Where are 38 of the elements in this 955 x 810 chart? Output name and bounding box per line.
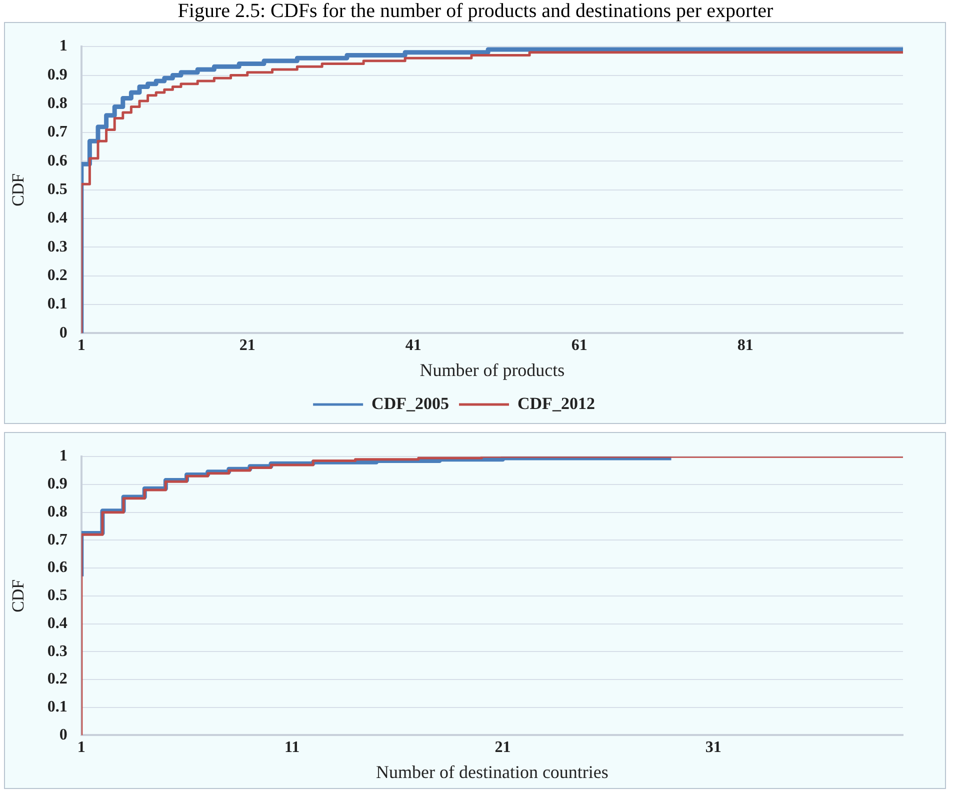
x-tick-label: 81 bbox=[737, 336, 754, 354]
x-tick-label: 41 bbox=[405, 336, 422, 354]
x-tick-label: 61 bbox=[571, 336, 588, 354]
y-tick-label: 0.7 bbox=[47, 531, 68, 548]
y-tick-label: 0.9 bbox=[47, 66, 68, 84]
y-tick-label: 0.2 bbox=[47, 267, 68, 284]
x-tick-label: 11 bbox=[284, 738, 300, 756]
y-tick-label: 0.3 bbox=[47, 642, 68, 660]
y-tick-label: 0.5 bbox=[47, 587, 68, 604]
y-tick-label: 0 bbox=[59, 324, 68, 342]
y-tick-label: 0.4 bbox=[47, 210, 68, 227]
y-tick-label: 0.4 bbox=[47, 614, 68, 632]
legend-label: CDF_2005 bbox=[372, 394, 450, 413]
x-tick-label: 21 bbox=[239, 336, 256, 354]
x-axis-title: Number of destination countries bbox=[376, 762, 608, 782]
y-tick-label: 0.1 bbox=[47, 698, 68, 716]
legend-label: CDF_2012 bbox=[518, 394, 595, 413]
x-tick-label: 21 bbox=[494, 738, 511, 756]
y-tick-label: 0.3 bbox=[47, 238, 68, 256]
y-axis-title: CDF bbox=[8, 173, 28, 206]
chart-title: Figure 2.5: CDFs for the number of products and destinations per exporter bbox=[176, 0, 774, 22]
x-tick-label: 1 bbox=[77, 336, 86, 354]
y-tick-label: 0.6 bbox=[47, 559, 68, 576]
y-tick-label: 0.6 bbox=[47, 152, 68, 170]
y-tick-label: 0.5 bbox=[47, 181, 68, 198]
y-tick-label: 0.8 bbox=[47, 95, 68, 112]
y-tick-label: 0.2 bbox=[47, 670, 68, 688]
y-tick-label: 0.9 bbox=[47, 476, 68, 493]
y-tick-label: 0.1 bbox=[47, 296, 68, 313]
y-tick-label: 0.7 bbox=[47, 124, 68, 141]
y-tick-label: 0 bbox=[59, 726, 68, 744]
x-tick-label: 31 bbox=[705, 738, 722, 756]
x-axis-title: Number of products bbox=[420, 360, 565, 380]
y-axis-title: CDF bbox=[8, 579, 28, 612]
y-tick-label: 1 bbox=[59, 448, 68, 465]
x-tick-label: 1 bbox=[77, 738, 86, 756]
y-tick-label: 1 bbox=[59, 38, 68, 55]
y-tick-label: 0.8 bbox=[47, 503, 68, 520]
